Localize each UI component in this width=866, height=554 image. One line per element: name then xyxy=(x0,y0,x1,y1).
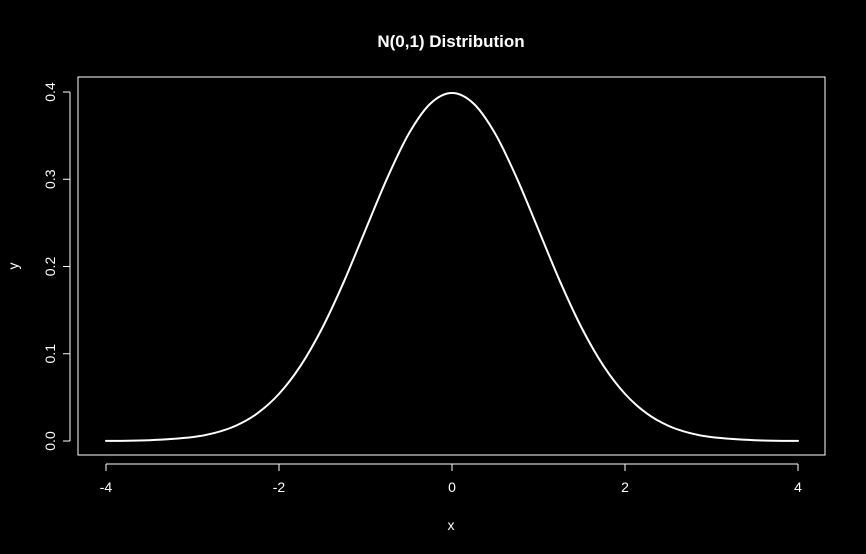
y-tick-label: 0.4 xyxy=(42,82,58,102)
y-tick-label: 0.3 xyxy=(42,169,58,189)
x-tick-label: -2 xyxy=(273,479,286,495)
series-layer xyxy=(105,91,799,442)
x-tick-label: -4 xyxy=(100,479,113,495)
x-tick-label: 2 xyxy=(621,479,629,495)
y-tick-label: 0.0 xyxy=(42,431,58,451)
chart-title: N(0,1) Distribution xyxy=(377,32,524,51)
plot-frame xyxy=(77,76,826,456)
x-tick-label: 4 xyxy=(794,479,802,495)
y-tick-label: 0.2 xyxy=(42,257,58,277)
x-axis-label: x xyxy=(448,517,455,533)
series-line xyxy=(105,91,799,442)
x-tick-label: 0 xyxy=(448,479,456,495)
y-tick-label: 0.1 xyxy=(42,344,58,364)
y-axis-label: y xyxy=(5,263,21,270)
x-axis: -4 -2 0 2 4 xyxy=(100,463,802,495)
y-axis: 0.0 0.1 0.2 0.3 0.4 xyxy=(42,82,71,451)
